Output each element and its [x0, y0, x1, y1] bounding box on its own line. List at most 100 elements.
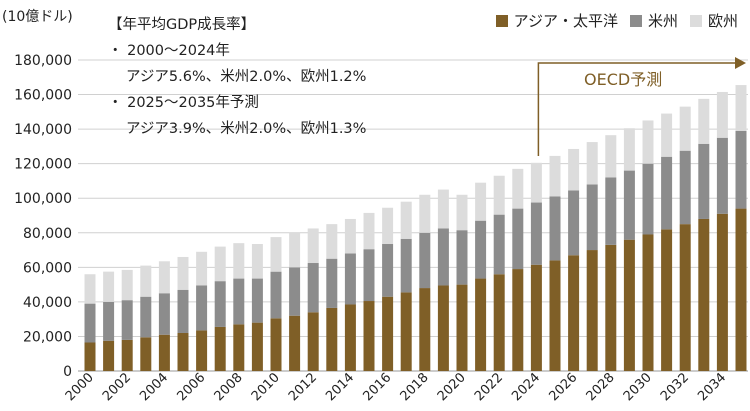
bar-americas-2029 [623, 170, 635, 240]
bar-europe-2023 [512, 168, 524, 209]
bar-asia-2026 [568, 255, 580, 371]
bar-asia-2015 [363, 301, 375, 371]
y-tick-label: 120,000 [14, 157, 72, 173]
bar-americas-2020 [456, 230, 468, 285]
x-tick-label: 2008 [212, 370, 246, 404]
bar-europe-2007 [214, 246, 226, 282]
bar-americas-2025 [549, 196, 561, 261]
bar-americas-2000 [84, 303, 96, 343]
bar-asia-2004 [158, 334, 170, 371]
x-tick-label: 2006 [174, 370, 208, 404]
bar-europe-2017 [400, 201, 412, 239]
bar-asia-2033 [698, 218, 710, 371]
x-tick-label: 2014 [323, 370, 357, 404]
bar-europe-2035 [735, 85, 747, 131]
x-tick-label: 2022 [472, 370, 506, 404]
annotation-title: 【年平均GDP成長率】 [108, 17, 256, 33]
bar-americas-2005 [177, 289, 189, 333]
bar-asia-2013 [326, 307, 338, 371]
bar-americas-2031 [661, 156, 673, 230]
bar-asia-2029 [623, 239, 635, 371]
bar-asia-2018 [419, 288, 431, 371]
bar-americas-2023 [512, 208, 524, 270]
bar-europe-2005 [177, 256, 189, 290]
legend-item-asia: アジア・太平洋 [495, 10, 618, 31]
y-tick-label: 80,000 [23, 226, 72, 242]
bar-europe-2010 [270, 237, 282, 272]
annotation-line: アジア5.6%、米州2.0%、欧州1.2% [126, 69, 367, 85]
bar-europe-2000 [84, 274, 96, 304]
y-tick-label: 160,000 [14, 88, 72, 104]
forecast-label: OECD予測 [584, 70, 663, 89]
bar-americas-2009 [251, 278, 263, 323]
bar-europe-2006 [196, 251, 208, 286]
bar-americas-2007 [214, 281, 226, 327]
x-tick-label: 2028 [584, 370, 618, 404]
growth-annotation: 【年平均GDP成長率】 ・ 2000〜2024年 アジア5.6%、米州2.0%、… [108, 12, 366, 142]
y-tick-label: 20,000 [23, 329, 72, 345]
bar-europe-2022 [493, 175, 505, 215]
bar-americas-2019 [437, 228, 449, 286]
bar-asia-2031 [661, 229, 673, 371]
bar-americas-2001 [103, 301, 115, 341]
bar-asia-2007 [214, 326, 226, 371]
bar-americas-2003 [140, 296, 152, 338]
bar-asia-2028 [605, 244, 617, 371]
bar-asia-2025 [549, 260, 561, 371]
bar-asia-2019 [437, 285, 449, 371]
y-tick-label: 140,000 [14, 122, 72, 138]
x-tick-label: 2034 [695, 370, 729, 404]
bar-americas-2030 [642, 163, 654, 235]
y-tick-label: 180,000 [14, 53, 72, 69]
bar-asia-2005 [177, 332, 189, 371]
bar-asia-2020 [456, 284, 468, 371]
bar-europe-2011 [289, 232, 301, 268]
bar-asia-2001 [103, 340, 115, 371]
bar-europe-2014 [344, 218, 356, 254]
bar-americas-2013 [326, 258, 338, 308]
x-tick-label: 2024 [509, 370, 543, 404]
bar-asia-2024 [530, 264, 542, 371]
bar-americas-2002 [121, 300, 133, 340]
bar-americas-2012 [307, 263, 319, 313]
bar-asia-2022 [493, 274, 505, 371]
bar-europe-2028 [605, 135, 617, 178]
bar-europe-2033 [698, 98, 710, 144]
bar-asia-2011 [289, 315, 301, 371]
x-tick-label: 2026 [546, 370, 580, 404]
bar-europe-2031 [661, 113, 673, 157]
bar-asia-2002 [121, 339, 133, 371]
bar-europe-2015 [363, 212, 375, 250]
bar-europe-2016 [382, 207, 394, 245]
bar-europe-2012 [307, 228, 319, 264]
bar-europe-2001 [103, 271, 115, 302]
bar-asia-2023 [512, 269, 524, 371]
bar-asia-2017 [400, 292, 412, 371]
bar-europe-2034 [716, 91, 728, 138]
bar-americas-2032 [679, 150, 691, 225]
legend-item-americas: 米州 [629, 10, 678, 31]
bar-americas-2022 [493, 214, 505, 275]
bar-americas-2011 [289, 267, 301, 316]
bar-europe-2002 [121, 269, 133, 301]
legend: アジア・太平洋 米州 欧州 [495, 10, 738, 31]
bar-asia-2035 [735, 208, 747, 371]
bar-asia-2008 [233, 324, 245, 371]
x-tick-label: 2010 [249, 370, 283, 404]
bar-americas-2017 [400, 238, 412, 293]
bar-americas-2034 [716, 137, 728, 214]
y-tick-label: 40,000 [23, 295, 72, 311]
bar-europe-2029 [623, 128, 635, 171]
x-tick-label: 2020 [435, 370, 469, 404]
bar-europe-2024 [530, 162, 542, 203]
x-tick-label: 2016 [360, 370, 394, 404]
annotation-line: ・ 2000〜2024年 [108, 43, 230, 59]
bar-europe-2003 [140, 265, 152, 297]
x-tick-label: 2002 [100, 370, 134, 404]
bar-europe-2032 [679, 106, 691, 151]
annotation-line: アジア3.9%、米州2.0%、欧州1.3% [126, 121, 367, 137]
bar-americas-2006 [196, 285, 208, 331]
bar-europe-2027 [586, 142, 598, 185]
bar-asia-2027 [586, 250, 598, 371]
